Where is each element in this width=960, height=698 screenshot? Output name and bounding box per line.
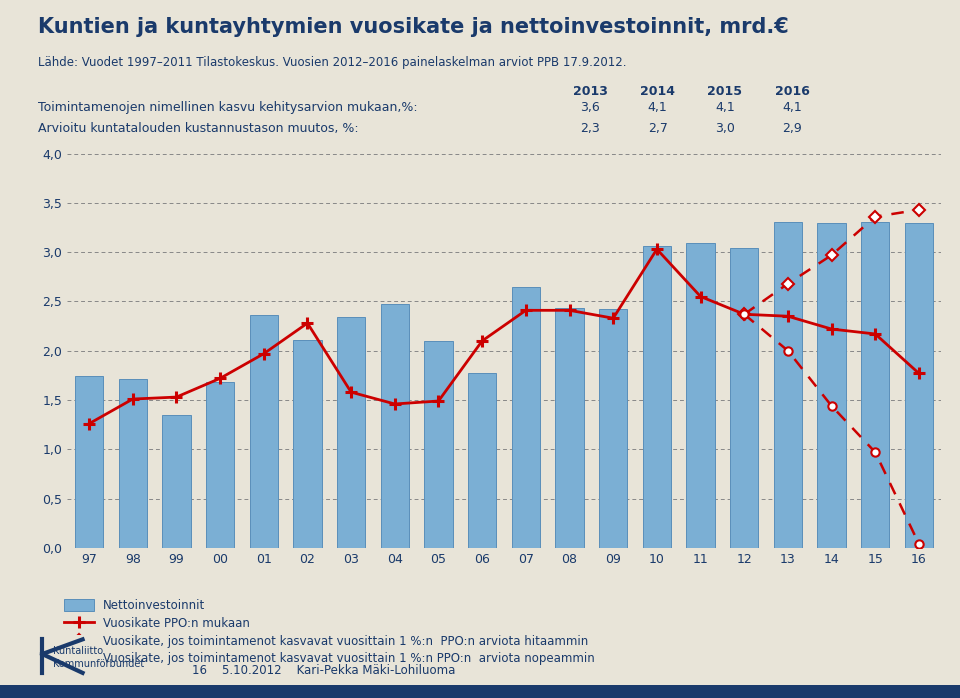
Bar <box>205 383 234 548</box>
Bar <box>555 309 584 548</box>
Bar <box>380 304 409 548</box>
Bar <box>75 376 104 548</box>
Text: Kuntien ja kuntayhtymien vuosikate ja nettoinvestoinnit, mrd.€: Kuntien ja kuntayhtymien vuosikate ja ne… <box>38 17 789 38</box>
Text: 16    5.10.2012    Kari-Pekka Mäki-Lohiluoma: 16 5.10.2012 Kari-Pekka Mäki-Lohiluoma <box>192 664 455 677</box>
Bar <box>730 248 758 548</box>
Bar <box>293 340 322 548</box>
Bar <box>774 221 803 548</box>
Bar <box>424 341 453 548</box>
Text: Toimintamenojen nimellinen kasvu kehitysarvion mukaan,%:: Toimintamenojen nimellinen kasvu kehitys… <box>38 101 418 114</box>
Bar <box>817 223 846 548</box>
Text: 2015: 2015 <box>708 85 742 98</box>
Bar <box>337 317 366 548</box>
Text: Kuntaliitto
Kommunförbundet: Kuntaliitto Kommunförbundet <box>53 646 144 669</box>
Bar <box>118 379 147 548</box>
Text: 4,1: 4,1 <box>782 101 802 114</box>
Bar <box>162 415 191 548</box>
Bar <box>512 287 540 548</box>
Text: 2,7: 2,7 <box>648 122 667 135</box>
Text: 2,3: 2,3 <box>581 122 600 135</box>
Text: Lähde: Vuodet 1997–2011 Tilastokeskus. Vuosien 2012–2016 painelaskelman arviot P: Lähde: Vuodet 1997–2011 Tilastokeskus. V… <box>38 56 627 69</box>
Bar <box>468 373 496 548</box>
Text: 2016: 2016 <box>775 85 809 98</box>
Text: 2,9: 2,9 <box>782 122 802 135</box>
Text: 3,6: 3,6 <box>581 101 600 114</box>
Bar <box>686 244 715 548</box>
Bar <box>904 223 933 548</box>
Bar <box>250 315 278 548</box>
Text: 4,1: 4,1 <box>715 101 734 114</box>
Text: 2013: 2013 <box>573 85 608 98</box>
Text: 2014: 2014 <box>640 85 675 98</box>
Legend: Nettoinvestoinnit, Vuosikate PPO:n mukaan, Vuosikate, jos toimintamenot kasvavat: Nettoinvestoinnit, Vuosikate PPO:n mukaa… <box>64 599 595 665</box>
Text: 3,0: 3,0 <box>715 122 734 135</box>
Text: 4,1: 4,1 <box>648 101 667 114</box>
Bar <box>599 309 628 548</box>
Text: Arvioitu kuntatalouden kustannustason muutos, %:: Arvioitu kuntatalouden kustannustason mu… <box>38 122 359 135</box>
Bar <box>861 221 890 548</box>
Bar <box>642 246 671 548</box>
